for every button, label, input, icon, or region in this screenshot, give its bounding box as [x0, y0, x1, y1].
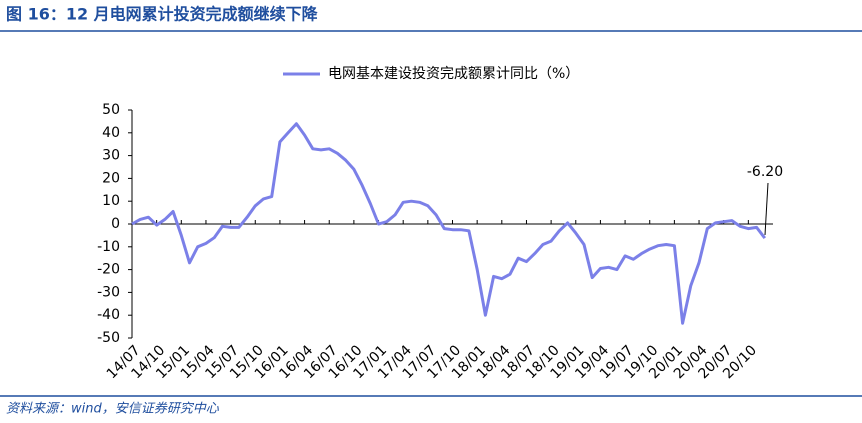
y-tick-label: -30	[97, 284, 120, 300]
chart-title: 图 16：12 月电网累计投资完成额继续下降	[6, 5, 319, 24]
y-tick-label: 10	[102, 193, 120, 209]
y-tick-label: 50	[102, 102, 120, 118]
y-tick-label: 40	[102, 125, 120, 141]
series-line	[131, 122, 766, 325]
annotation: -6.20	[747, 164, 783, 180]
y-tick-label: -40	[97, 307, 120, 323]
y-tick-label: -50	[97, 330, 120, 346]
y-tick-label: 30	[102, 148, 120, 164]
legend-label: 电网基本建设投资完成额累计同比（%）	[328, 65, 579, 82]
y-tick-label: -10	[97, 239, 120, 255]
y-tick-label: -20	[97, 262, 120, 278]
y-tick-label: 0	[111, 216, 120, 232]
annotation-line	[764, 182, 769, 236]
source: 资料来源：wind，安信证券研究中心	[6, 401, 220, 417]
y-tick-label: 20	[102, 170, 120, 186]
